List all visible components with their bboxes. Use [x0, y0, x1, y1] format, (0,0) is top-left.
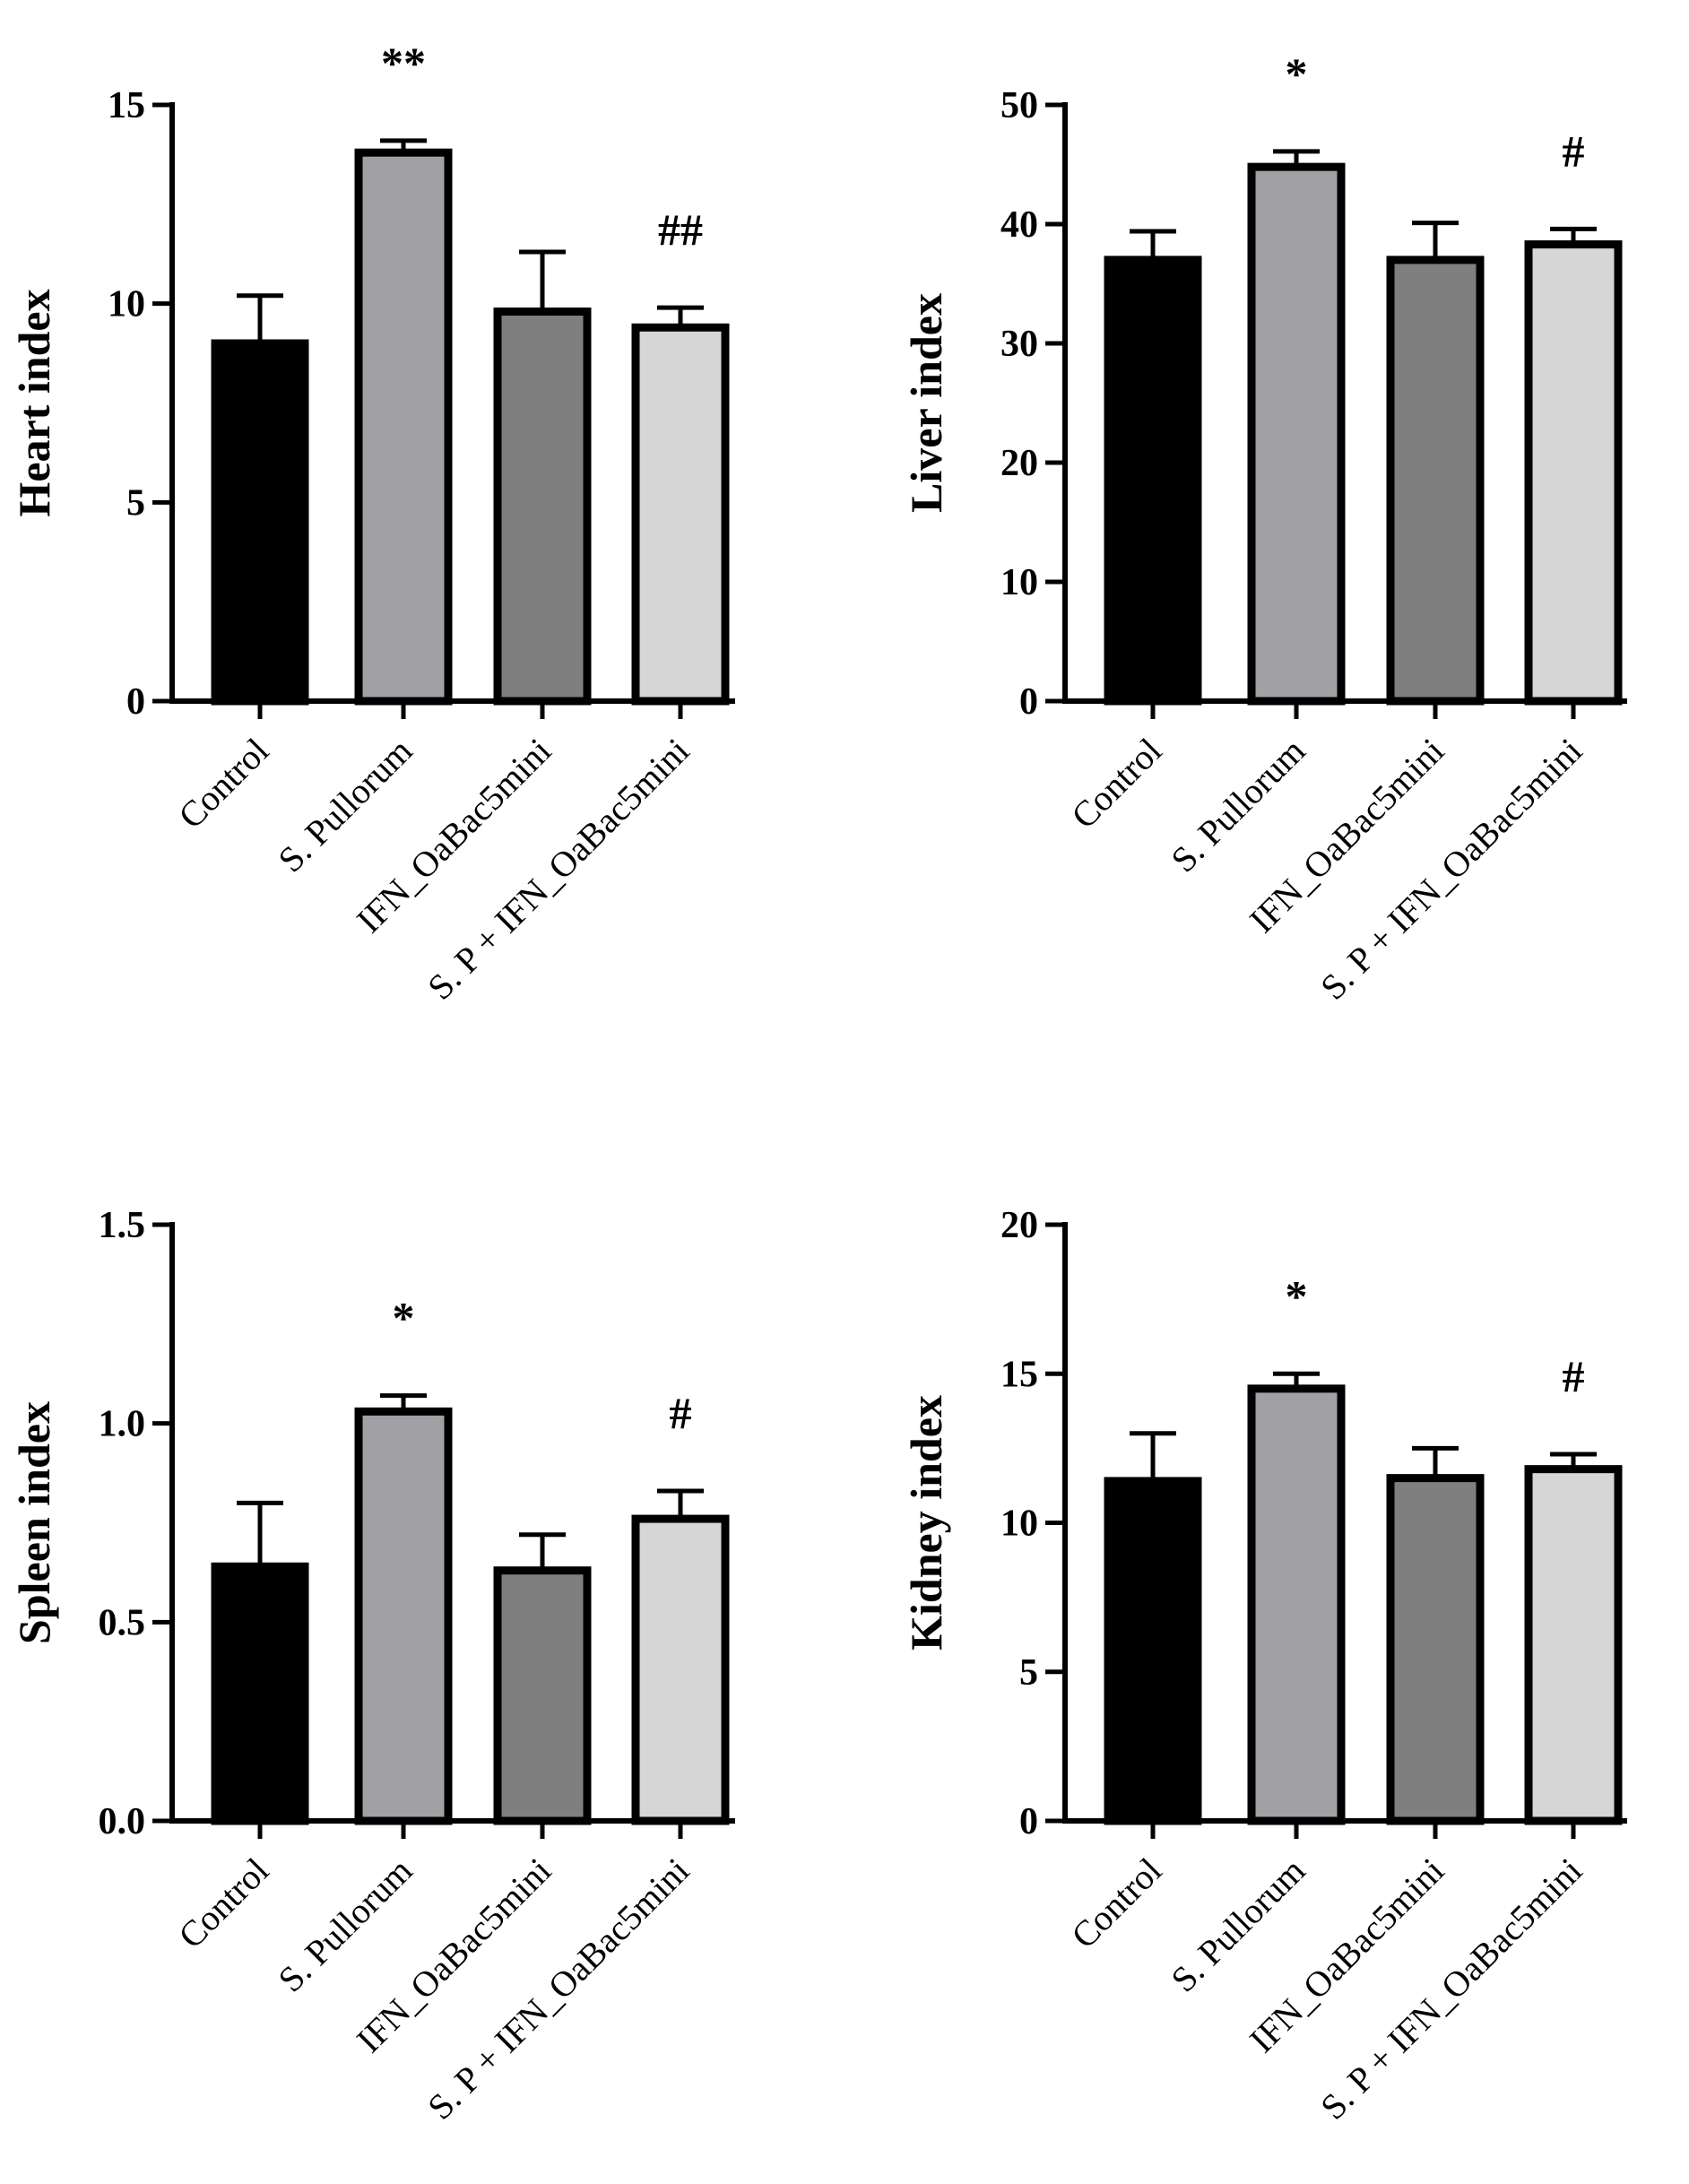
- category-label: Control: [1063, 731, 1169, 836]
- category-label: S. Pullorum: [270, 1850, 420, 2000]
- bar-s-pullorum: [1247, 1384, 1346, 1825]
- y-tick-label: 50: [1000, 85, 1038, 126]
- y-axis-title: Heart index: [9, 289, 59, 516]
- category-label: S. Pullorum: [1163, 731, 1312, 880]
- y-tick-label: 15: [1000, 1354, 1038, 1395]
- y-axis-title: Kidney index: [901, 1395, 951, 1651]
- y-tick-label: 40: [1000, 204, 1038, 246]
- category-label: S. P + IFN_OaBac5mini: [1312, 1850, 1589, 2128]
- bar-s-p-ifn-oabac5mini: [631, 1514, 730, 1825]
- significance-label: *: [1286, 48, 1308, 99]
- significance-label: *: [393, 1293, 415, 1343]
- significance-label: #: [1563, 126, 1585, 176]
- y-tick-label: 0.0: [99, 1801, 146, 1842]
- bar-s-p-ifn-oabac5mini: [1524, 1465, 1623, 1825]
- y-tick-label: 10: [1000, 562, 1038, 603]
- significance-label: ##: [658, 204, 703, 255]
- category-label: S. Pullorum: [270, 731, 420, 880]
- y-tick-label: 0: [1019, 681, 1038, 723]
- y-tick-label: 1.5: [99, 1205, 146, 1246]
- y-tick-label: 0: [1019, 1801, 1038, 1842]
- bar-control: [1104, 256, 1202, 706]
- category-label: Control: [170, 1850, 276, 1956]
- bar-s-p-ifn-oabac5mini: [1524, 240, 1623, 706]
- y-tick-label: 20: [1000, 443, 1038, 484]
- category-label: S. P + IFN_OaBac5mini: [420, 1850, 697, 2128]
- y-tick-label: 5: [126, 482, 145, 524]
- significance-label: *: [1286, 1270, 1308, 1321]
- bar-s-pullorum: [1247, 162, 1346, 706]
- y-tick-label: 5: [1019, 1652, 1038, 1694]
- bar-s-p-ifn-oabac5mini: [631, 323, 730, 706]
- significance-label: **: [381, 38, 426, 88]
- category-label: Control: [170, 731, 276, 836]
- y-tick-label: 10: [1000, 1504, 1038, 1545]
- bar-ifn-oabac5mini: [1386, 1474, 1485, 1825]
- y-tick-label: 20: [1000, 1205, 1038, 1246]
- bar-ifn-oabac5mini: [493, 1566, 592, 1825]
- bar-s-pullorum: [354, 1407, 453, 1825]
- bar-s-pullorum: [354, 148, 453, 706]
- bar-control: [211, 339, 309, 706]
- category-label: S. P + IFN_OaBac5mini: [1312, 731, 1589, 1008]
- bar-ifn-oabac5mini: [493, 308, 592, 706]
- y-tick-label: 10: [108, 284, 145, 325]
- y-axis-title: Liver index: [901, 293, 951, 513]
- category-label: S. P + IFN_OaBac5mini: [420, 731, 697, 1008]
- category-label: S. Pullorum: [1163, 1850, 1312, 2000]
- y-tick-label: 15: [108, 85, 145, 126]
- y-tick-label: 0: [126, 681, 145, 723]
- bar-control: [211, 1562, 309, 1825]
- y-axis-title: Spleen index: [9, 1401, 59, 1644]
- y-tick-label: 0.5: [99, 1602, 146, 1643]
- bar-ifn-oabac5mini: [1386, 256, 1485, 706]
- y-tick-label: 1.0: [99, 1404, 146, 1445]
- y-tick-label: 30: [1000, 324, 1038, 365]
- category-label: Control: [1063, 1850, 1169, 1956]
- bar-control: [1104, 1477, 1202, 1825]
- significance-label: #: [670, 1388, 692, 1438]
- significance-label: #: [1563, 1351, 1585, 1401]
